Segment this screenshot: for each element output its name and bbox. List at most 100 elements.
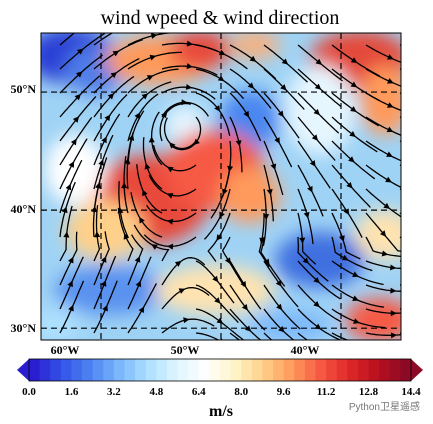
- colorbar-cell: [177, 359, 189, 381]
- colorbar-cell: [294, 359, 306, 381]
- colorbar-cell: [135, 359, 147, 381]
- streamline-arrow: [270, 163, 277, 171]
- colorbar-tick-label: 4.8: [149, 386, 163, 398]
- streamline-arrow: [266, 189, 273, 196]
- colorbar-cell: [283, 359, 295, 381]
- colorbar-cell: [156, 359, 168, 381]
- streamline-arrow: [421, 222, 428, 228]
- streamline-arrow: [135, 280, 142, 288]
- colorbar-cell: [82, 359, 94, 381]
- streamline-arrow: [110, 72, 118, 79]
- streamline-arrow: [352, 271, 359, 278]
- streamline: [399, 116, 401, 119]
- colorbar-cell: [220, 359, 232, 381]
- streamline-arrow: [303, 211, 310, 219]
- streamline-arrow: [107, 93, 115, 100]
- streamline-arrow: [141, 93, 149, 100]
- streamline-arrow: [313, 276, 320, 284]
- streamline-arrow: [67, 280, 73, 288]
- streamline-arrow: [186, 63, 193, 70]
- streamline: [195, 332, 220, 340]
- colorbar-cell: [326, 359, 338, 381]
- streamline-arrow: [379, 230, 387, 237]
- streamline-arrow: [247, 82, 255, 89]
- streamline-arrow: [243, 110, 250, 118]
- streamline-arrow: [422, 196, 429, 202]
- streamline-arrow: [307, 185, 313, 193]
- colorbar-tick-label: 1.6: [65, 386, 79, 398]
- colorbar-cell: [103, 359, 115, 381]
- streamline-arrow: [104, 114, 111, 122]
- watermark: Python卫星遥感: [349, 400, 420, 413]
- streamline-arrow: [302, 257, 309, 264]
- streamline-arrow: [169, 142, 176, 149]
- streamline-arrow: [68, 304, 74, 312]
- streamline-arrow: [386, 151, 393, 157]
- streamline: [229, 332, 241, 340]
- streamline-arrow: [299, 237, 306, 244]
- gridlines: [41, 33, 401, 340]
- streamline-arrow: [277, 110, 284, 118]
- streamline: [93, 33, 114, 46]
- streamline-arrow: [343, 208, 350, 216]
- streamline-arrow: [348, 156, 355, 163]
- streamline-arrow: [148, 136, 155, 143]
- streamline-arrow: [77, 48, 84, 55]
- streamline-arrow: [314, 83, 322, 90]
- streamline-arrow: [385, 176, 392, 183]
- streamline-arrow: [65, 183, 72, 191]
- streamline-arrow: [68, 256, 74, 264]
- streamline: [399, 188, 401, 191]
- streamline-arrow: [240, 280, 247, 288]
- streamline-arrow: [355, 339, 357, 340]
- streamline-arrow: [241, 303, 248, 311]
- colorbar-cell: [166, 359, 178, 381]
- colorbar-cell: [304, 359, 316, 381]
- streamline-arrow: [216, 234, 223, 241]
- streamline-arrow: [390, 310, 397, 317]
- colorbar-tick-label: 14.4: [401, 386, 421, 398]
- colorbar-min-extend: [17, 359, 29, 381]
- streamline-arrow: [166, 193, 174, 199]
- streamline: [399, 284, 401, 286]
- streamline: [399, 212, 401, 215]
- streamline: [399, 92, 401, 95]
- streamline: [297, 332, 309, 340]
- streamline-arrow: [423, 171, 430, 177]
- streamline-arrow: [350, 81, 358, 88]
- colorbar-cell: [336, 359, 348, 381]
- streamline: [399, 260, 401, 262]
- colorbar-cell: [209, 359, 221, 381]
- streamline-arrow: [186, 40, 194, 47]
- lat-tick-label: 30°N: [11, 321, 37, 335]
- streamline-arrow: [78, 25, 85, 31]
- colorbar-cell: [400, 359, 412, 381]
- colorbar-label: m/s: [209, 403, 233, 420]
- streamline-arrow: [387, 78, 394, 84]
- colorbar-tick-label: 3.2: [107, 386, 121, 398]
- lat-tick-label: 40°N: [11, 202, 37, 216]
- streamline-arrow: [280, 84, 287, 91]
- streamline-arrow: [72, 116, 79, 123]
- streamline-arrow: [276, 303, 283, 311]
- colorbar-cell: [347, 359, 359, 381]
- streamline-arrow: [381, 250, 389, 257]
- colorbar-cell: [262, 359, 274, 381]
- colorbar-cell: [273, 359, 285, 381]
- colorbar-cell: [188, 359, 200, 381]
- streamline-arrow: [100, 256, 107, 263]
- streamline: [399, 164, 401, 167]
- streamline-arrow: [212, 275, 219, 283]
- map-title: wind wpeed & wind direction: [101, 7, 340, 29]
- streamline-arrow: [353, 318, 360, 324]
- colorbar-cell: [50, 359, 62, 381]
- streamline-arrow: [142, 189, 148, 197]
- streamline-arrow: [216, 317, 224, 324]
- streamline-arrow: [121, 182, 128, 189]
- colorbar-max-extend: [411, 359, 423, 381]
- streamline-arrow: [178, 288, 186, 294]
- lon-tick-label: 60°W: [51, 343, 80, 357]
- streamline-arrow: [222, 188, 228, 196]
- colorbar-cell: [60, 359, 72, 381]
